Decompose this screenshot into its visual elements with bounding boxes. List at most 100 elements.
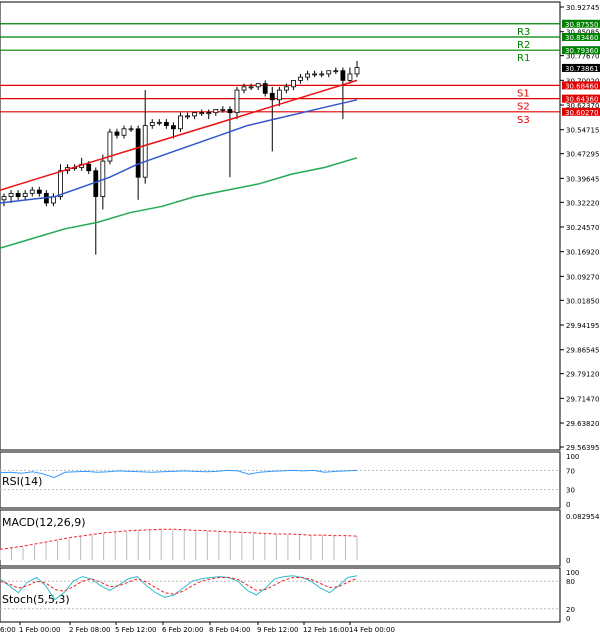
y-tick-label: 29.63820 [566,420,599,428]
y-tick-label: 30.47295 [566,151,599,159]
candle-body [340,70,346,81]
macd-y-tick: 0.082954 [566,513,600,521]
candle-body [135,128,141,178]
x-tick-label: 14 Feb 00:00 [349,626,395,634]
level-price-box [562,107,600,116]
ma-red-line [0,79,358,191]
candle-body [114,131,120,136]
x-tick-label: 12 Feb 16:00 [303,626,349,634]
y-tick-label: 29.94195 [566,322,599,330]
level-price-box [562,81,600,90]
candle-body [312,73,318,76]
main-panel-frame [0,1,561,451]
candle-body [178,115,183,130]
rsi-panel[interactable]: 100 70 30 0 RSI(14) [0,451,579,509]
y-tick-label: 30.62370 [566,102,599,110]
candle-body [58,170,63,197]
y-tick-label: 30.92745 [566,4,599,12]
main-price-panel[interactable]: 30.92745 30.85085 30.77670 30.70020 30.62370… [0,1,600,452]
level-name-s2: S2 [517,102,530,113]
candle-body [248,86,254,89]
rsi-y-tick: 0 [566,501,570,509]
macd-panel-frame [0,509,561,567]
candle-body [149,121,155,126]
y-tick-label: 30.09270 [566,273,599,281]
candle-body [199,112,205,115]
x-tick-label: 1 Feb 00:00 [19,626,60,634]
rsi-y-tick: 70 [566,467,575,475]
level-name-s1: S1 [517,88,530,99]
stoch-label: Stoch(5,5,3) [2,593,70,606]
current-price-box [562,63,600,72]
candle-body [128,128,134,131]
rsi-y-tick: 100 [566,453,579,461]
level-price-label: 30.64360 [565,96,598,104]
ma-green-line [0,157,358,249]
candle-body [276,89,282,101]
candle-body [262,83,268,94]
candle-body [22,192,28,197]
level-price-box [562,46,600,55]
x-tick-label: 9 Feb 12:00 [257,626,298,634]
y-tick-label: 30.24570 [566,224,599,232]
candle-body [29,189,35,194]
candle-body [227,109,233,114]
candle-body [8,192,14,197]
level-price-box [562,32,600,41]
level-price-box [562,19,600,28]
y-tick-label: 29.79120 [566,371,599,379]
y-tick-label: 29.56395 [566,444,599,452]
candle-body [156,121,162,124]
level-price-label: 30.60270 [565,109,598,117]
candle-body [283,86,289,91]
y-tick-label: 29.71470 [566,395,599,403]
candle-body [93,170,99,197]
candle-body [86,163,92,172]
level-price-label: 30.87550 [565,21,598,29]
macd-signal-line [0,528,358,550]
candle-body [213,109,219,114]
y-tick-label: 30.16920 [566,249,599,257]
candle-body [15,192,21,197]
ma-blue-line [0,99,358,204]
stoch-y-tick: 100 [566,569,579,577]
x-axis: 6:00 1 Feb 00:00 2 Feb 08:00 5 Feb 12:00 6 F… [0,622,395,634]
candle-body [171,125,176,130]
level-price-label: 30.68460 [565,82,598,90]
y-tick-label: 30.39645 [566,175,599,183]
y-tick-label: 30.85085 [566,29,599,37]
candle-body [326,70,332,75]
candle-body [241,86,247,91]
rsi-label: RSI(14) [2,475,42,488]
current-price-label: 30.73861 [565,65,598,73]
level-name-r2: R2 [517,40,530,51]
rsi-panel-frame [0,451,561,509]
level-price-label: 30.79360 [565,47,598,55]
candle-body [298,76,303,81]
y-tick-label: 30.70020 [566,77,599,85]
candle-body [234,89,240,114]
candle-body [206,112,212,115]
candle-body [142,125,148,178]
macd-y-tick: 0 [566,557,570,565]
candle-body [291,79,296,88]
y-tick-label: 30.01850 [566,297,599,305]
candle-body [319,73,325,76]
y-tick-label: 30.32220 [566,199,599,207]
candle-body [192,112,198,117]
y-tick-label: 29.86545 [566,347,599,355]
candle-body [220,109,226,111]
macd-panel[interactable]: 0.082954 0 MACD(12,26,9) [0,509,600,567]
candle-body [163,121,169,126]
stoch-y-tick: 80 [566,578,575,586]
candle-body [121,128,127,136]
candle-body [305,73,310,78]
candle-body [1,196,7,201]
stoch-panel-frame [0,567,561,623]
candle-body [269,92,275,101]
candle-body [333,70,339,73]
x-tick-label: 6:00 [0,626,16,634]
rsi-y-tick: 30 [566,487,575,495]
